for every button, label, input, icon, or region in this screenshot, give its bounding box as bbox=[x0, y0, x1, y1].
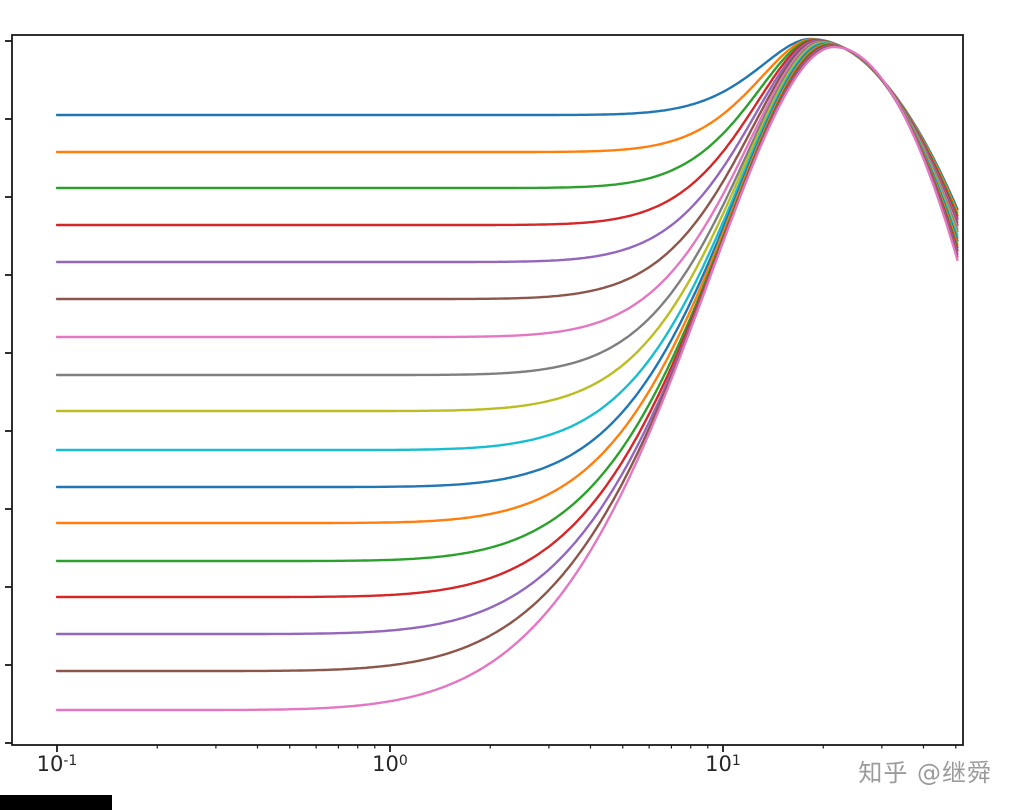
tick-base: 10 bbox=[36, 752, 64, 776]
series-line-curve-15 bbox=[55, 44, 959, 636]
series-line-curve-12 bbox=[55, 43, 959, 525]
series-line-curve-06 bbox=[55, 40, 959, 301]
tick-base: 10 bbox=[372, 752, 399, 776]
tick-base: 10 bbox=[705, 752, 732, 776]
series-line-curve-04 bbox=[55, 39, 959, 227]
series-line-curve-13 bbox=[55, 43, 959, 563]
series-line-curve-10 bbox=[55, 42, 959, 452]
x-tick-label-0.1: 10-1 bbox=[37, 752, 78, 776]
x-tick-label-10: 101 bbox=[705, 752, 741, 776]
series-line-curve-09 bbox=[55, 41, 959, 413]
watermark: 知乎 @继舜 bbox=[858, 759, 992, 787]
x-tick-label-1: 100 bbox=[372, 752, 408, 776]
series-line-curve-07 bbox=[55, 40, 959, 339]
series-line-curve-14 bbox=[55, 44, 959, 599]
black-bar bbox=[0, 795, 112, 810]
tick-exponent: -1 bbox=[63, 753, 78, 769]
tick-exponent: 1 bbox=[731, 753, 741, 769]
series-line-curve-08 bbox=[55, 41, 959, 377]
series-line-curve-02 bbox=[55, 38, 959, 214]
series-line-curve-01 bbox=[55, 37, 959, 211]
series-line-curve-16 bbox=[55, 45, 959, 673]
series-line-curve-03 bbox=[55, 38, 959, 217]
axes-spines bbox=[11, 34, 964, 746]
tick-exponent: 0 bbox=[398, 753, 408, 769]
series-line-curve-05 bbox=[55, 39, 959, 264]
series-line-curve-17 bbox=[55, 45, 959, 712]
series-line-curve-11 bbox=[55, 42, 959, 489]
